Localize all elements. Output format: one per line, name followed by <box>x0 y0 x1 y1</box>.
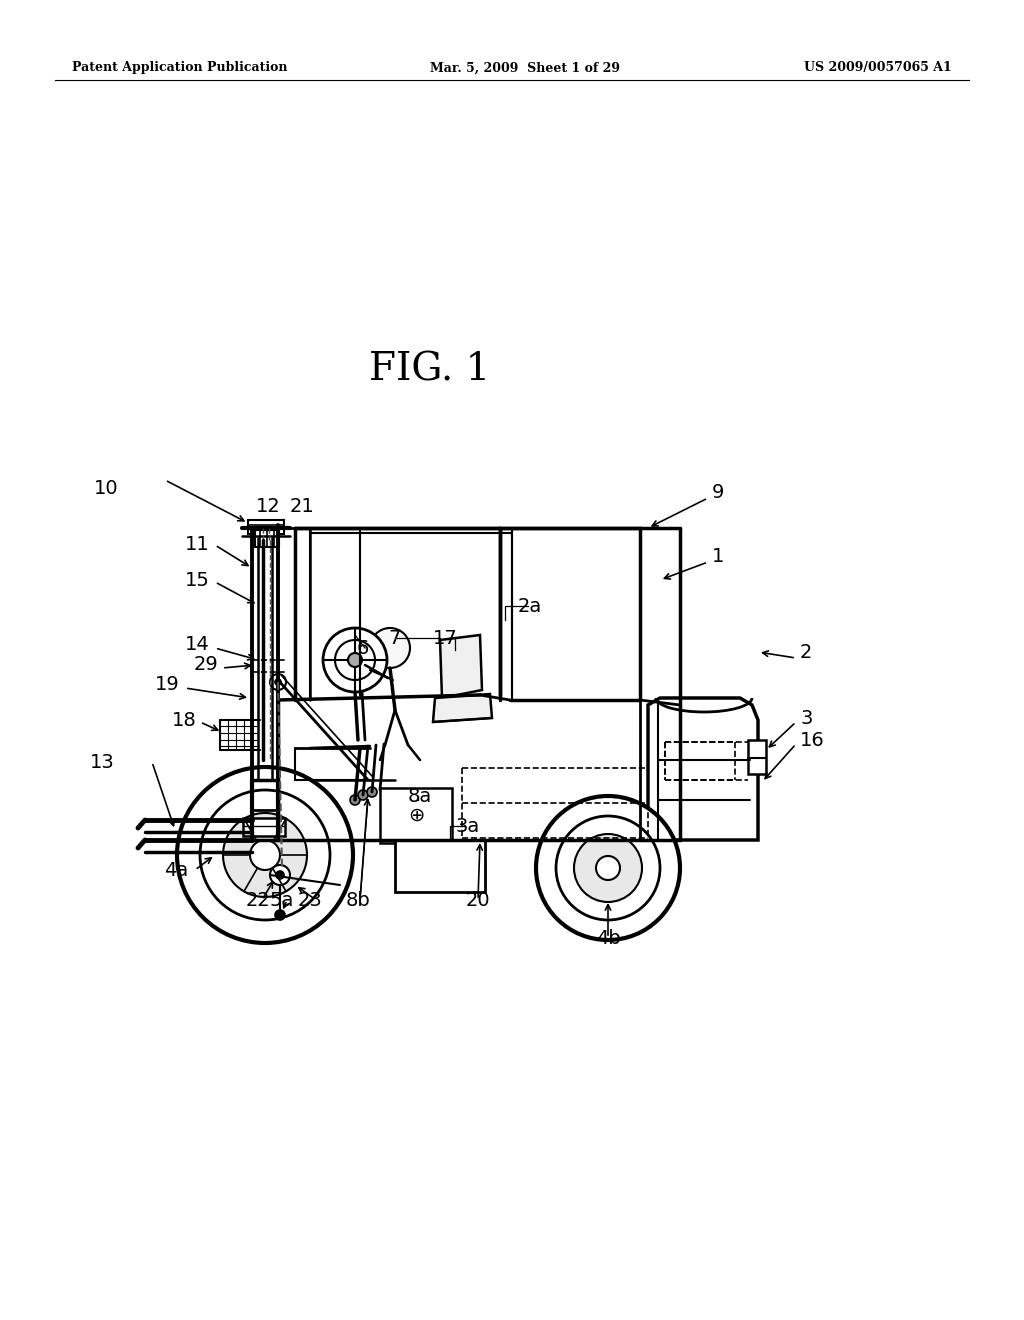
Text: 29: 29 <box>194 656 218 675</box>
Text: 2a: 2a <box>518 597 542 615</box>
Circle shape <box>200 789 330 920</box>
Circle shape <box>270 675 286 690</box>
Text: 15: 15 <box>185 570 210 590</box>
Text: 11: 11 <box>185 536 210 554</box>
Text: 5a: 5a <box>269 891 294 909</box>
Circle shape <box>270 865 290 884</box>
Text: Mar. 5, 2009  Sheet 1 of 29: Mar. 5, 2009 Sheet 1 of 29 <box>430 62 620 74</box>
Bar <box>248 520 284 535</box>
Bar <box>395 840 485 892</box>
Text: 6: 6 <box>356 639 370 657</box>
Text: Patent Application Publication: Patent Application Publication <box>72 62 288 74</box>
Circle shape <box>275 909 285 920</box>
Text: 21: 21 <box>290 498 314 516</box>
Circle shape <box>335 640 375 680</box>
Bar <box>380 788 452 843</box>
Text: 7: 7 <box>389 628 401 648</box>
Text: 4b: 4b <box>596 928 621 948</box>
Text: 14: 14 <box>185 635 210 655</box>
Text: 12: 12 <box>256 498 281 516</box>
Circle shape <box>367 787 377 797</box>
Text: 18: 18 <box>172 710 197 730</box>
Circle shape <box>276 871 284 879</box>
Text: 20: 20 <box>466 891 490 909</box>
Circle shape <box>323 628 387 692</box>
Circle shape <box>223 813 307 898</box>
Polygon shape <box>440 635 482 698</box>
Polygon shape <box>648 698 758 840</box>
Text: 4a: 4a <box>164 861 188 879</box>
Circle shape <box>358 789 368 800</box>
Circle shape <box>275 678 281 685</box>
Text: 2: 2 <box>800 643 812 661</box>
Text: 23: 23 <box>298 891 323 909</box>
Bar <box>243 818 285 836</box>
Circle shape <box>348 653 362 667</box>
Text: FIG. 1: FIG. 1 <box>370 351 490 388</box>
Text: 19: 19 <box>156 676 180 694</box>
Text: 8b: 8b <box>346 891 371 909</box>
Circle shape <box>177 767 353 942</box>
Text: 3: 3 <box>800 709 812 727</box>
Circle shape <box>596 855 620 880</box>
Text: 8a: 8a <box>408 787 432 805</box>
Circle shape <box>350 795 360 805</box>
Text: 22: 22 <box>246 891 270 909</box>
Text: 17: 17 <box>432 628 458 648</box>
Text: 13: 13 <box>90 752 115 771</box>
Text: 3a: 3a <box>456 817 480 836</box>
Polygon shape <box>433 694 492 722</box>
Circle shape <box>574 834 642 902</box>
Bar <box>748 741 766 774</box>
Text: 1: 1 <box>712 546 724 565</box>
Text: ⊕: ⊕ <box>408 805 424 825</box>
Text: 9: 9 <box>712 483 724 502</box>
Bar <box>255 527 279 546</box>
Circle shape <box>250 840 280 870</box>
Text: 10: 10 <box>93 479 118 498</box>
Text: US 2009/0057065 A1: US 2009/0057065 A1 <box>804 62 952 74</box>
Circle shape <box>536 796 680 940</box>
Circle shape <box>556 816 660 920</box>
Circle shape <box>370 628 410 668</box>
Text: 16: 16 <box>800 730 824 750</box>
